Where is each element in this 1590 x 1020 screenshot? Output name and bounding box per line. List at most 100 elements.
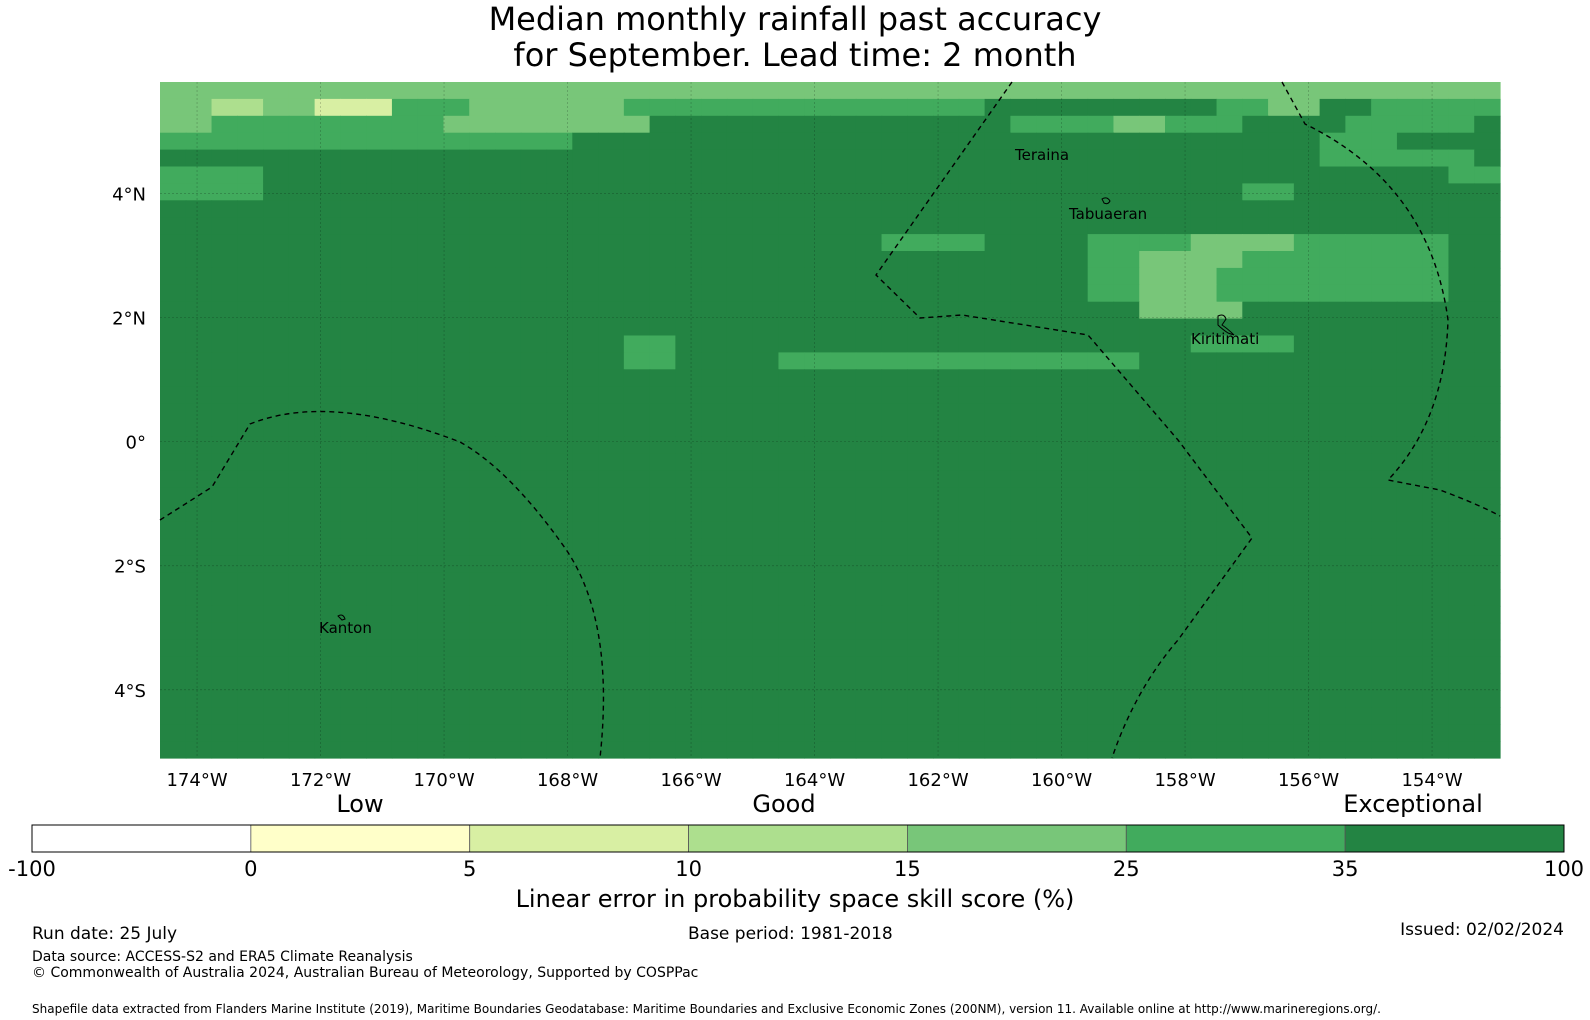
grid-cell xyxy=(1190,487,1218,506)
grid-cell xyxy=(830,724,857,742)
grid-cell xyxy=(1087,504,1115,522)
grid-cell xyxy=(1474,690,1501,708)
grid-cell xyxy=(211,487,238,506)
grid-cell xyxy=(443,149,470,168)
grid-cell xyxy=(340,639,367,658)
grid-cell xyxy=(469,521,496,539)
grid-cell xyxy=(417,453,445,472)
grid-cell xyxy=(1474,656,1501,675)
grid-cell xyxy=(623,555,651,573)
grid-cell xyxy=(675,673,702,691)
grid-cell xyxy=(778,656,805,675)
grid-cell xyxy=(726,251,754,269)
grid-cell xyxy=(1345,724,1372,742)
grid-cell xyxy=(649,622,676,641)
grid-cell xyxy=(1061,200,1089,218)
grid-cell xyxy=(984,605,1011,624)
grid-cell xyxy=(1087,707,1115,725)
grid-cell xyxy=(881,251,908,269)
grid-cell xyxy=(1010,690,1037,708)
grid-cell xyxy=(1474,504,1501,522)
grid-cell xyxy=(237,166,264,184)
grid-cell xyxy=(701,98,728,117)
graticule xyxy=(160,82,1500,758)
grid-cell xyxy=(263,436,290,455)
grid-cell xyxy=(675,622,702,641)
grid-cell xyxy=(958,504,986,522)
grid-cell xyxy=(1268,335,1295,353)
grid-cell xyxy=(649,656,676,675)
grid-cell xyxy=(520,724,548,742)
grid-cell xyxy=(830,234,857,252)
grid-cell xyxy=(1216,487,1243,506)
grid-cell xyxy=(907,589,934,607)
grid-cell xyxy=(752,538,780,556)
grid-cell xyxy=(211,301,238,320)
grid-cell xyxy=(1165,436,1192,455)
eez-boundary-line-kiritimati xyxy=(1281,81,1501,517)
grid-cell xyxy=(933,318,960,337)
grid-cell xyxy=(1036,707,1063,725)
grid-cell xyxy=(726,521,754,539)
grid-cell xyxy=(623,403,651,421)
grid-cell xyxy=(701,217,728,235)
grid-cell xyxy=(1165,335,1192,353)
grid-cell xyxy=(1396,234,1424,252)
grid-cell xyxy=(752,420,780,438)
grid-cell xyxy=(1061,183,1089,201)
grid-cell xyxy=(881,504,908,522)
grid-cell xyxy=(1242,251,1269,269)
grid-cell xyxy=(984,555,1011,573)
grid-cell xyxy=(1371,234,1398,252)
grid-cell xyxy=(391,605,419,624)
grid-cell xyxy=(1474,487,1501,506)
grid-cell xyxy=(1036,234,1063,252)
grid-cell xyxy=(160,200,187,218)
grid-cell xyxy=(1087,82,1115,100)
grid-cell xyxy=(1319,386,1346,404)
grid-cell xyxy=(1113,98,1140,117)
grid-cell xyxy=(1319,200,1346,218)
grid-cell xyxy=(1448,656,1475,675)
grid-cell xyxy=(1422,132,1450,151)
grid-cell xyxy=(185,605,213,624)
grid-cell xyxy=(726,639,754,658)
grid-cell xyxy=(1010,639,1037,658)
grid-cell xyxy=(1293,183,1321,201)
grid-cell xyxy=(881,521,908,539)
grid-cell xyxy=(469,183,496,201)
grid-cell xyxy=(520,589,548,607)
grid-cell xyxy=(1216,707,1243,725)
grid-cell xyxy=(185,707,213,725)
grid-cell xyxy=(598,538,625,556)
grid-cell xyxy=(185,453,213,472)
grid-cell xyxy=(1165,420,1192,438)
grid-cell xyxy=(623,589,651,607)
grid-cell xyxy=(752,166,780,184)
grid-cell xyxy=(572,115,599,134)
grid-cell xyxy=(907,436,934,455)
grid-cell xyxy=(1216,234,1243,252)
grid-cell xyxy=(1139,234,1166,252)
grid-cell xyxy=(1242,622,1269,641)
grid-cell xyxy=(1319,149,1346,168)
grid-cell xyxy=(649,149,676,168)
grid-cell xyxy=(1165,690,1192,708)
grid-cell xyxy=(1113,555,1140,573)
grid-cell xyxy=(830,82,857,100)
grid-cell xyxy=(495,301,522,320)
grid-cell xyxy=(778,200,805,218)
grid-cell xyxy=(391,234,419,252)
grid-cell xyxy=(1371,420,1398,438)
grid-cell xyxy=(237,538,264,556)
grid-cell xyxy=(391,132,419,151)
grid-cell xyxy=(907,98,934,117)
grid-cell xyxy=(1113,403,1140,421)
grid-cell xyxy=(958,572,986,590)
grid-cell xyxy=(1036,217,1063,235)
grid-cell xyxy=(443,605,470,624)
grid-cell xyxy=(340,487,367,506)
grid-cell xyxy=(984,335,1011,353)
grid-cell xyxy=(984,284,1011,303)
grid-cell xyxy=(1165,555,1192,573)
